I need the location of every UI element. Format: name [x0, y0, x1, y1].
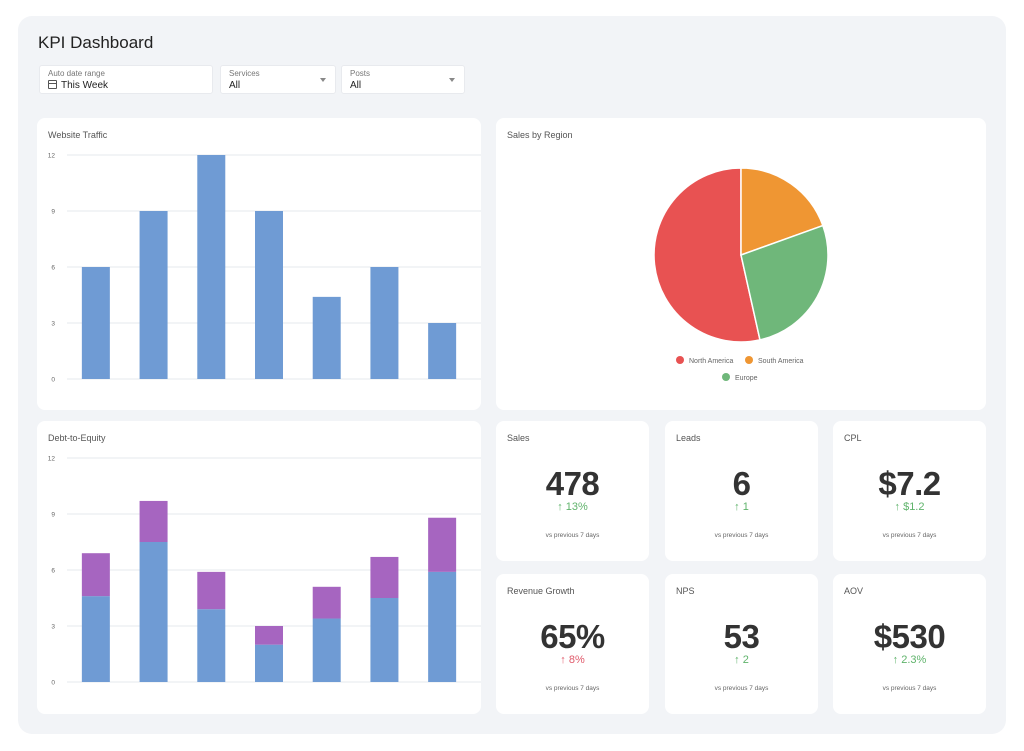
website-traffic-card: Website Traffic 0 3 6 9 12 — [37, 118, 481, 410]
bar — [428, 323, 457, 379]
date-range-filter[interactable]: Auto date range This Week — [39, 65, 213, 94]
kpi-card-nps: NPS 53 ↑ 2 vs previous 7 days — [665, 574, 818, 714]
page-title: KPI Dashboard — [38, 33, 154, 52]
bar-segment — [255, 626, 283, 645]
y-tick-label: 3 — [51, 624, 55, 631]
bar-segment — [312, 586, 341, 619]
y-tick-label: 6 — [51, 265, 55, 272]
kpi-card-revenue-growth: Revenue Growth 65% ↑ 8% vs previous 7 da… — [496, 574, 649, 714]
kpi-delta: ↑ 8% — [560, 654, 585, 666]
website-traffic-chart: 0 3 6 9 12 — [48, 153, 481, 384]
sales-by-region-card: Sales by Region North America South Amer… — [496, 118, 986, 410]
legend-dot — [722, 373, 730, 381]
y-tick-label: 0 — [51, 680, 55, 687]
kpi-note: vs previous 7 days — [714, 532, 769, 539]
kpi-value: $530 — [873, 618, 946, 655]
bar-segment — [370, 556, 399, 598]
services-label: Services — [229, 69, 260, 78]
kpi-title: Leads — [676, 433, 701, 443]
bar-segment — [197, 571, 226, 610]
kpi-delta: ↑ $1.2 — [894, 501, 925, 513]
bar — [370, 267, 399, 379]
kpi-delta: ↑ 2 — [734, 654, 749, 666]
kpi-note: vs previous 7 days — [882, 685, 937, 692]
legend-europe: Europe — [722, 373, 758, 382]
chevron-down-icon — [320, 78, 326, 82]
legend-dot — [745, 356, 753, 364]
bar — [139, 211, 168, 379]
kpi-card-cpl: CPL $7.2 ↑ $1.2 vs previous 7 days — [833, 421, 986, 561]
bar — [255, 211, 283, 379]
sales-by-region-title: Sales by Region — [507, 130, 573, 140]
calendar-icon — [48, 80, 57, 89]
chevron-down-icon — [449, 78, 455, 82]
debt-to-equity-chart: 0 3 6 9 12 — [48, 456, 481, 687]
kpi-delta: ↑ 1 — [734, 501, 749, 513]
bar-segment — [370, 598, 399, 682]
sales-by-region-chart — [653, 167, 829, 343]
y-tick-label: 9 — [51, 512, 55, 519]
dashboard-frame: KPI Dashboard Auto date range This Week … — [18, 16, 1006, 734]
bar-segment — [139, 542, 168, 682]
y-tick-label: 0 — [51, 377, 55, 384]
bar-segment — [197, 609, 226, 682]
bar-segment — [139, 500, 168, 542]
y-tick-label: 9 — [51, 209, 55, 216]
pie-slice — [740, 224, 829, 341]
kpi-note: vs previous 7 days — [545, 685, 600, 692]
date-range-value: This Week — [61, 80, 109, 91]
posts-value: All — [350, 80, 362, 91]
y-tick-label: 12 — [48, 456, 56, 463]
kpi-value: 53 — [723, 618, 760, 655]
services-value: All — [229, 80, 241, 91]
y-tick-label: 3 — [51, 321, 55, 328]
kpi-card-leads: Leads 6 ↑ 1 vs previous 7 days — [665, 421, 818, 561]
kpi-note: vs previous 7 days — [714, 685, 769, 692]
y-tick-label: 6 — [51, 568, 55, 575]
bar — [312, 296, 341, 379]
legend-south-america: South America — [745, 356, 804, 365]
bar — [81, 267, 110, 379]
kpi-value: $7.2 — [878, 465, 941, 502]
legend-north-america: North America — [676, 356, 733, 365]
kpi-card-aov: AOV $530 ↑ 2.3% vs previous 7 days — [833, 574, 986, 714]
kpi-title: Revenue Growth — [507, 586, 575, 596]
kpi-title: CPL — [844, 433, 862, 443]
kpi-title: NPS — [676, 586, 695, 596]
bar-segment — [428, 571, 457, 682]
posts-filter[interactable]: Posts All — [341, 65, 465, 94]
debt-to-equity-title: Debt-to-Equity — [48, 433, 106, 443]
services-filter[interactable]: Services All — [220, 65, 336, 94]
kpi-value: 6 — [732, 465, 751, 502]
kpi-title: AOV — [844, 586, 864, 596]
bar-segment — [255, 644, 283, 682]
debt-to-equity-card: Debt-to-Equity 0 3 6 9 12 — [37, 421, 481, 714]
kpi-value: 65% — [540, 618, 605, 655]
kpi-delta: ↑ 2.3% — [892, 654, 927, 666]
y-tick-label: 12 — [48, 153, 56, 160]
pie-slice — [653, 167, 761, 343]
bar-segment — [81, 553, 110, 597]
pie-slice — [740, 167, 824, 257]
bar — [197, 155, 226, 379]
kpi-note: vs previous 7 days — [882, 532, 937, 539]
kpi-note: vs previous 7 days — [545, 532, 600, 539]
bar-segment — [312, 618, 341, 682]
kpi-card-sales: Sales 478 ↑ 13% vs previous 7 days — [496, 421, 649, 561]
posts-label: Posts — [350, 69, 371, 78]
website-traffic-title: Website Traffic — [48, 130, 108, 140]
bar-segment — [428, 517, 457, 572]
bar-segment — [81, 596, 110, 682]
kpi-value: 478 — [545, 465, 600, 502]
date-range-label: Auto date range — [48, 69, 105, 78]
legend-dot — [676, 356, 684, 364]
kpi-title: Sales — [507, 433, 530, 443]
kpi-delta: ↑ 13% — [557, 501, 588, 513]
